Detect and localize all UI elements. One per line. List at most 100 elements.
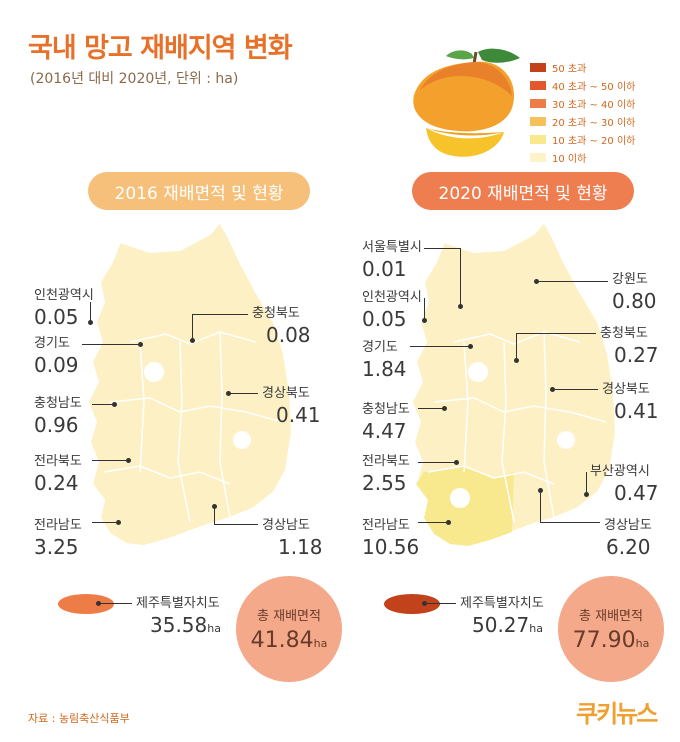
label-2016-gyeongbuk: 경상북도 [262,386,310,401]
total-value-number: 77.90 [572,628,636,653]
leader-dot [442,406,447,411]
leader-line [540,522,600,523]
total-label-2016: 총 재배면적 [257,609,321,624]
leader-dot [534,279,539,284]
value-2020-gyeonggi: 1.84 [362,357,407,381]
leader-line [228,393,258,394]
legend-swatch [530,62,546,72]
leader-line [426,603,456,604]
label-2016-jeonnam: 전라남도 [34,518,82,533]
leader-dot [212,504,217,509]
leader-line [92,522,118,523]
label-2020-chungbuk: 충청북도 [600,326,648,341]
leader-line [92,404,114,405]
total-value-unit: ha [313,637,328,650]
value-2020-gangwon: 0.80 [612,289,657,313]
heading-2020: 2020 재배면적 및 현황 [412,172,634,210]
legend-label: 10 초과 ~ 20 이하 [552,135,636,147]
legend-label: 40 초과 ~ 50 이하 [552,81,636,93]
leader-line [540,490,541,522]
leader-line [418,462,456,463]
jeju-value-number: 35.58 [150,613,208,637]
leader-line [424,298,425,320]
legend-item: 30 초과 ~ 40 이하 [530,94,635,112]
label-2020-gyeonggi: 경기도 [362,340,398,355]
value-2016-gyeonggi: 0.09 [34,353,79,377]
value-2016-jeju: 35.58ha [150,614,221,640]
total-circle-2020: 총 재배면적 77.90ha [558,576,664,682]
leader-line [214,524,258,525]
value-2016-jeonbuk: 0.24 [34,471,79,495]
legend: 50 초과 40 초과 ~ 50 이하 30 초과 ~ 40 이하 20 초과 … [530,58,635,166]
value-2020-gyeongbuk: 0.41 [614,399,659,423]
leader-dot [584,492,589,497]
value-2020-gyeongnam: 6.20 [606,535,651,559]
legend-swatch [530,116,546,126]
source-note: 자료 : 농림축산식품부 [28,712,130,725]
leader-line [90,302,91,322]
leader-dot [422,601,427,606]
leader-dot [88,320,93,325]
leader-line [92,460,128,461]
value-2016-chungnam: 0.96 [34,413,79,437]
label-2020-gyeongnam: 경상남도 [604,518,652,533]
value-2020-chungnam: 4.47 [362,419,407,443]
leader-line [100,603,132,604]
total-value-unit: ha [635,637,650,650]
label-2020-jeju: 제주특별자치도 [460,596,544,611]
leader-dot [422,318,427,323]
value-2020-chungbuk: 0.27 [614,343,659,367]
value-2016-chungbuk: 0.08 [266,323,311,347]
label-2016-gyeongnam: 경상남도 [262,518,310,533]
legend-label: 20 초과 ~ 30 이하 [552,117,636,129]
leader-line [586,472,587,494]
leader-dot [514,358,519,363]
total-circle-2016: 총 재배면적 41.84ha [236,576,342,682]
total-value-2016: 41.84ha [251,628,328,653]
leader-line [516,333,596,334]
label-2020-busan: 부산광역시 [590,464,650,479]
value-2020-incheon: 0.05 [362,307,407,331]
leader-line [192,314,193,340]
value-2020-jeonbuk: 2.55 [362,471,407,495]
jeju-shape-2016 [58,594,114,614]
legend-item: 10 이하 [530,148,635,166]
leader-dot [446,520,451,525]
leader-line [418,522,448,523]
jeju-value-unit: ha [207,622,221,635]
leader-line [418,408,444,409]
leader-dot [96,601,101,606]
leader-line [538,281,608,282]
label-2016-jeonbuk: 전라북도 [34,454,82,469]
leader-dot [112,402,117,407]
leader-line [424,248,460,249]
total-value-2020: 77.90ha [573,628,650,653]
value-2020-jeonnam: 10.56 [362,535,420,559]
value-2020-seoul: 0.01 [362,257,407,281]
leader-dot [468,344,473,349]
page-subtitle: (2016년 대비 2020년, 단위 : ha) [30,71,239,87]
legend-item: 20 초과 ~ 30 이하 [530,112,635,130]
label-2020-chungnam: 충청남도 [362,402,410,417]
label-2020-incheon: 인천광역시 [362,290,422,305]
heading-2016: 2016 재배면적 및 현황 [88,172,310,210]
total-value-number: 41.84 [250,628,314,653]
label-2016-gyeonggi: 경기도 [34,336,70,351]
legend-label: 30 초과 ~ 40 이하 [552,99,636,111]
legend-swatch [530,98,546,108]
jeju-shape-2020 [384,594,440,614]
legend-label: 50 초과 [552,63,587,75]
page-title: 국내 망고 재배지역 변화 [28,33,293,64]
legend-item: 10 초과 ~ 20 이하 [530,130,635,148]
value-2020-busan: 0.47 [614,481,659,505]
label-2020-jeonbuk: 전라북도 [362,454,410,469]
total-label-2020: 총 재배면적 [579,609,643,624]
legend-item: 50 초과 [530,58,635,76]
leader-dot [538,488,543,493]
leader-line [552,389,598,390]
value-2016-gyeongnam: 1.18 [278,535,323,559]
leader-line [214,506,215,524]
legend-item: 40 초과 ~ 50 이하 [530,76,635,94]
value-2016-incheon: 0.05 [34,305,79,329]
mango-illustration [413,48,520,157]
